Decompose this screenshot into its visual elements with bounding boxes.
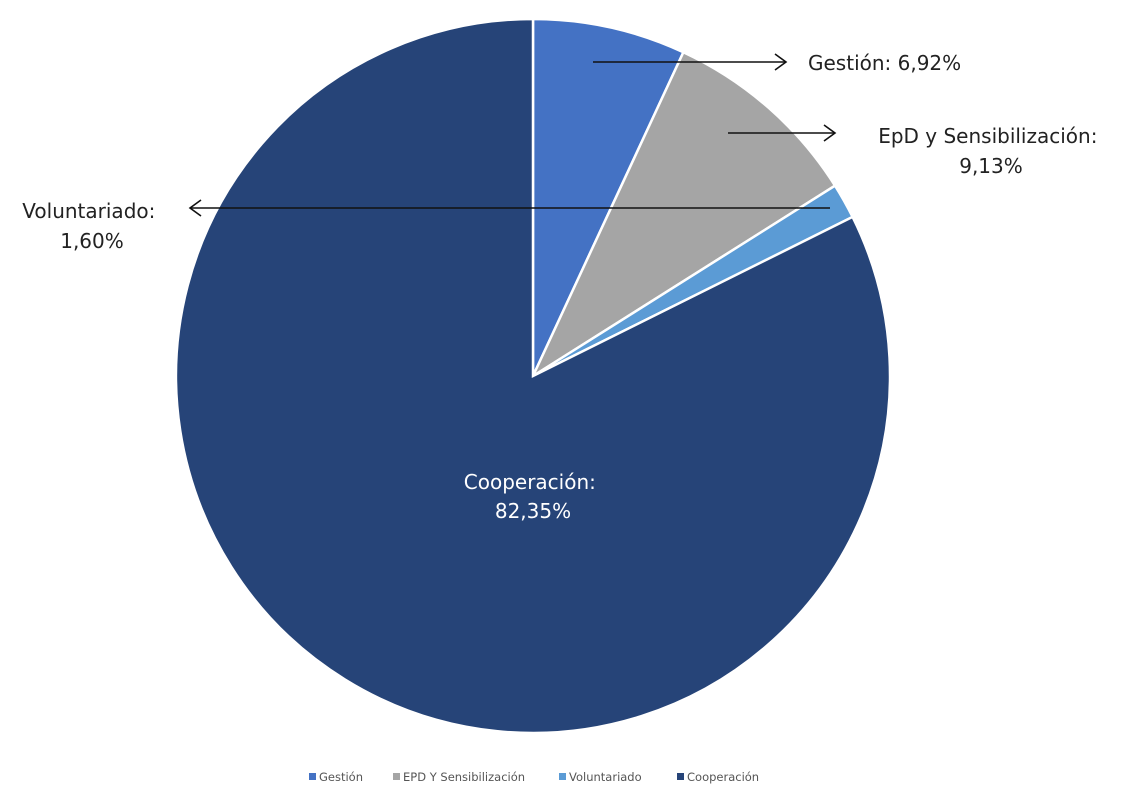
data-label-gestion-line-0: Gestión: 6,92%	[808, 51, 961, 75]
data-label-cooperacion-line-1: 82,35%	[495, 499, 571, 523]
legend-item-cooperacion: Cooperación	[677, 770, 759, 784]
leader-arrow-voluntariado	[188, 199, 202, 217]
legend-label-epd: EPD Y Sensibilización	[403, 770, 525, 784]
legend-swatch-epd	[393, 773, 400, 780]
data-label-voluntariado-line-1: 1,60%	[60, 229, 124, 253]
data-label-epd: EpD y Sensibilización: 9,13%	[878, 124, 1104, 178]
data-label-epd-line-1: 9,13%	[959, 154, 1023, 178]
data-label-gestion: Gestión: 6,92%	[808, 51, 961, 75]
legend-label-voluntariado: Voluntariado	[569, 770, 642, 784]
legend-item-voluntariado: Voluntariado	[559, 770, 642, 784]
data-label-voluntariado: Voluntariado: 1,60%	[22, 199, 161, 253]
legend-label-gestion: Gestión	[319, 770, 363, 784]
data-label-cooperacion-line-0: Cooperación:	[464, 470, 596, 494]
legend-swatch-cooperacion	[677, 773, 684, 780]
legend-label-cooperacion: Cooperación	[687, 770, 759, 784]
pie-slice-cooperacion	[174, 17, 892, 735]
pie-slices	[174, 17, 892, 735]
legend-swatch-gestion	[309, 773, 316, 780]
pie-slice-gestion	[531, 17, 686, 377]
legend-item-gestion: Gestión	[309, 770, 363, 784]
legend-item-epd: EPD Y Sensibilización	[393, 770, 525, 784]
legend-swatch-voluntariado	[559, 773, 566, 780]
leader-arrow-gestion	[774, 53, 788, 71]
leader-lines	[188, 53, 837, 217]
data-labels: Gestión: 6,92% EpD y Sensibilización: 9,…	[22, 51, 1104, 523]
legend: Gestión EPD Y Sensibilización Voluntaria…	[309, 770, 759, 784]
data-label-voluntariado-line-0: Voluntariado:	[22, 199, 155, 223]
data-label-cooperacion: Cooperación: 82,35%	[464, 470, 602, 523]
data-label-epd-line-0: EpD y Sensibilización:	[878, 124, 1097, 148]
leader-arrow-epd	[823, 124, 837, 142]
